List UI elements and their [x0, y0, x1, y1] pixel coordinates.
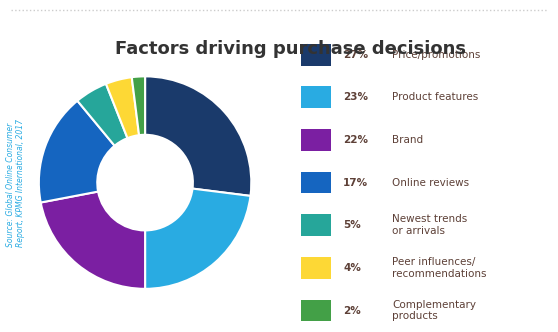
Wedge shape: [132, 76, 145, 135]
FancyBboxPatch shape: [301, 214, 331, 236]
FancyBboxPatch shape: [301, 86, 331, 108]
Wedge shape: [41, 192, 145, 289]
FancyBboxPatch shape: [301, 129, 331, 151]
Text: Complementary
products: Complementary products: [392, 300, 476, 321]
Text: Product features: Product features: [392, 92, 478, 102]
Text: Brand: Brand: [392, 135, 424, 145]
Wedge shape: [78, 84, 127, 146]
Wedge shape: [145, 76, 251, 196]
Text: 27%: 27%: [343, 50, 368, 60]
Text: Online reviews: Online reviews: [392, 178, 469, 188]
Wedge shape: [106, 77, 139, 138]
FancyBboxPatch shape: [301, 300, 331, 321]
Wedge shape: [145, 189, 251, 289]
FancyBboxPatch shape: [301, 257, 331, 279]
FancyBboxPatch shape: [301, 172, 331, 194]
Text: Factors driving purchase decisions: Factors driving purchase decisions: [114, 40, 466, 58]
Text: 23%: 23%: [343, 92, 368, 102]
FancyBboxPatch shape: [301, 44, 331, 65]
Text: Price/promotions: Price/promotions: [392, 50, 480, 60]
Text: 17%: 17%: [343, 178, 368, 188]
Text: Peer influences/
recommendations: Peer influences/ recommendations: [392, 257, 487, 279]
Text: Source: Global Online Consumer
Report, KPMG International, 2017: Source: Global Online Consumer Report, K…: [6, 119, 25, 247]
Wedge shape: [39, 101, 114, 203]
Text: 22%: 22%: [343, 135, 368, 145]
Text: Newest trends
or arrivals: Newest trends or arrivals: [392, 214, 468, 236]
Text: 5%: 5%: [343, 220, 361, 230]
Text: 4%: 4%: [343, 263, 361, 273]
Text: 2%: 2%: [343, 305, 361, 315]
